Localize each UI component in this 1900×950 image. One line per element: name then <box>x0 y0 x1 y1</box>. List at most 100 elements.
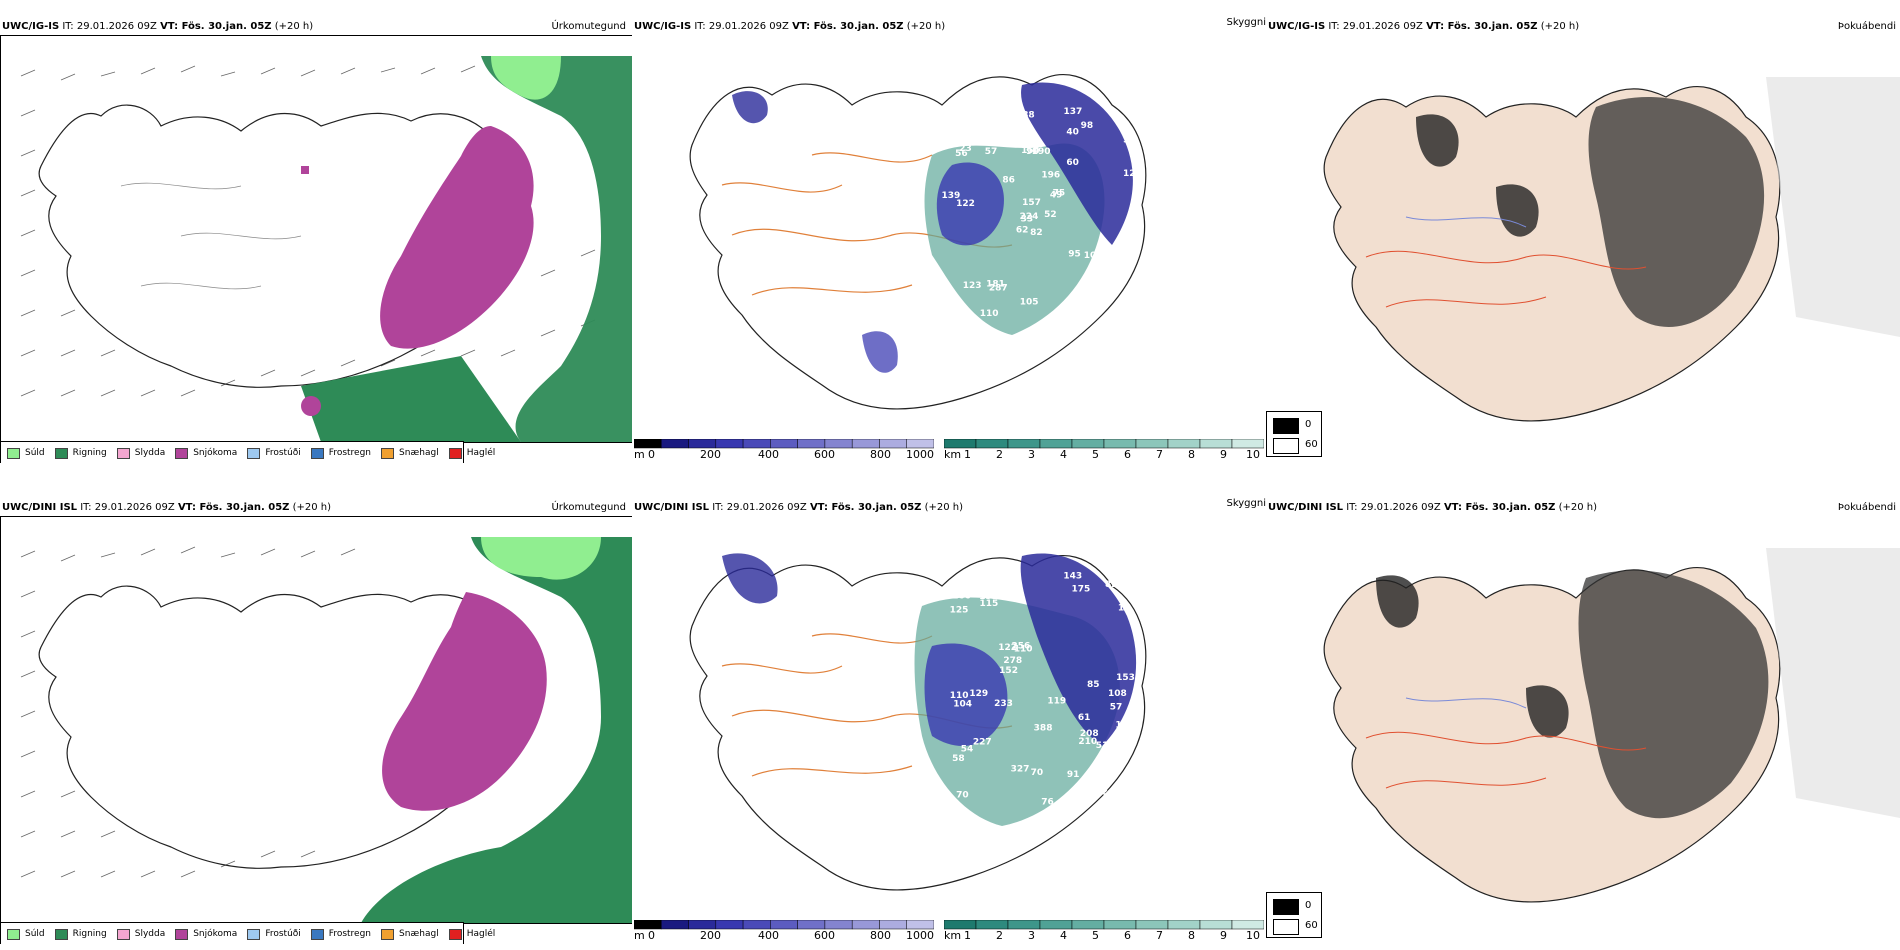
cloud-base-tick-0: 0 <box>648 929 655 942</box>
cloud-base-value-label: 104 <box>953 700 972 710</box>
precip-legend-top: Súld Rigning Slydda Snjókoma Frostúði Fr… <box>0 441 495 463</box>
visibility-unit: km <box>944 448 962 461</box>
panel-title: UWC/IG-IS IT: 29.01.2026 09Z VT: Fös. 30… <box>1268 21 1580 32</box>
cloud-base-value-label: 110 <box>1014 645 1033 655</box>
colorbar-segment <box>1039 439 1073 449</box>
legend-item-slydda: Slydda <box>116 928 165 940</box>
colorbar-segment <box>906 920 934 930</box>
colorbar-segment <box>851 920 880 930</box>
colorbar-segment <box>1231 920 1264 930</box>
cloud-base-value-label: 60 <box>1066 158 1079 168</box>
legend-item-haglel: Haglél <box>448 447 495 459</box>
cloud-base-value-label: 91 <box>1067 770 1080 780</box>
colorbar-segment <box>824 920 853 930</box>
precip-map-top <box>0 35 632 443</box>
visibility-tick-9: 10 <box>1246 929 1260 942</box>
cloud-base-value-label: 388 <box>1034 724 1053 734</box>
fog-panel-top: UWC/IG-IS IT: 29.01.2026 09Z VT: Fös. 30… <box>1266 15 1900 463</box>
cloud-base-value-label: 88 <box>1022 111 1035 121</box>
colorbar-segment <box>906 439 934 449</box>
cloud-base-tick-4: 800 <box>870 448 891 461</box>
visibility-tick-8: 9 <box>1220 929 1227 942</box>
cloud-base-value-label: 266 <box>967 101 986 111</box>
visibility-unit: km <box>944 929 962 942</box>
cloud-base-value-label: 137 <box>1063 107 1082 117</box>
cloud-base-value-label: 57 <box>985 147 998 157</box>
visibility-tick-5: 6 <box>1124 929 1131 942</box>
cloud-base-value-label: 54 <box>961 745 974 755</box>
colorbar-segment <box>634 439 662 449</box>
cloud-base-value-label: 129 <box>969 689 988 699</box>
colorbar-segment <box>1199 920 1233 930</box>
cloud-base-value-label: 125 <box>1123 169 1142 179</box>
cloud-base-value-label: 115 <box>979 599 998 609</box>
cloud-base-value-label: 162 <box>948 320 967 330</box>
precip-map-bottom <box>0 516 632 924</box>
visibility-tick-2: 3 <box>1028 929 1035 942</box>
cloud-base-value-label: 23 <box>959 144 972 154</box>
colorbar-segment <box>1135 439 1169 449</box>
rain-area <box>481 56 632 442</box>
cloud-panel-bottom: UWC/DINI ISL IT: 29.01.2026 09Z VT: Fös.… <box>632 496 1266 944</box>
colorbar-segment <box>879 439 907 449</box>
cloud-base-value-label: 122 <box>998 643 1017 653</box>
panel-title: UWC/IG-IS IT: 29.01.2026 09Z VT: Fös. 30… <box>2 21 314 32</box>
visibility-tick-3: 4 <box>1060 448 1067 461</box>
cloud-base-value-label: 49 <box>1050 191 1063 201</box>
colorbar-segment <box>797 439 826 449</box>
cloud-base-area <box>1021 82 1133 245</box>
cloud-base-value-label: 82 <box>1105 580 1118 590</box>
cloud-base-colorbar-bottom: m 0 200 400 600 800 1000 <box>634 920 934 942</box>
cloud-base-value-label: 181 <box>1053 813 1072 823</box>
cloud-base-value-label: 33 <box>1021 215 1034 225</box>
coastline <box>689 555 1147 891</box>
colorbar-segment <box>661 920 689 930</box>
fog-map-bottom <box>1323 548 1900 903</box>
cloud-base-value-label: 108 <box>1108 689 1127 699</box>
colorbar-segment <box>1039 920 1073 930</box>
visibility-tick-1: 2 <box>996 929 1003 942</box>
roads <box>721 152 1013 296</box>
cloud-base-value-label: 181 <box>986 280 1005 290</box>
cloud-base-value-label: 195 <box>1104 330 1123 340</box>
colorbar-segment <box>824 439 853 449</box>
cloud-base-value-label: 86 <box>1002 176 1015 186</box>
cloud-base-tick-2: 400 <box>758 929 779 942</box>
cloud-base-tick-0: 0 <box>648 448 655 461</box>
visibility-tick-0: 1 <box>964 929 971 942</box>
colorbar-segment <box>975 920 1009 930</box>
cloud-base-value-label: 61 <box>1078 713 1091 723</box>
colorbar-segment <box>879 920 907 930</box>
visibility-tick-2: 3 <box>1028 448 1035 461</box>
cloud-base-value-label: 57 <box>1110 703 1123 713</box>
cloud-base-bar-svg <box>634 920 934 930</box>
colorbar-segment <box>688 439 717 449</box>
fog-panel-label: Þokuábendi <box>1837 21 1896 32</box>
legend-item-snaehagl: Snæhagl <box>381 447 439 459</box>
cloud-base-value-label: 110 <box>980 309 999 319</box>
colorbar-segment <box>742 439 771 449</box>
cloud-base-value-label: 219 <box>1120 330 1139 340</box>
visibility-tick-7: 8 <box>1188 929 1195 942</box>
panel-title: UWC/IG-IS IT: 29.01.2026 09Z VT: Fös. 30… <box>634 21 946 32</box>
visibility-colorbar-top: km 1 2 3 4 5 6 7 8 9 10 <box>944 439 1264 461</box>
fog-legend-value-0: 0 <box>1305 900 1312 911</box>
cloud-base-tick-2: 400 <box>758 448 779 461</box>
cloud-base-value-label: 273 <box>948 308 967 318</box>
colorbar-segment <box>661 439 689 449</box>
cloud-base-value-label: 95 <box>1068 250 1081 260</box>
cloud-base-value-label: 227 <box>973 738 992 748</box>
visibility-tick-6: 7 <box>1156 448 1163 461</box>
colorbar-segment <box>1007 439 1041 449</box>
coastline <box>689 74 1147 410</box>
drizzle-area <box>491 56 561 100</box>
cloud-base-value-label: 98 <box>1081 121 1094 131</box>
cloud-base-value-label: 119 <box>1047 697 1066 707</box>
legend-item-frostregn: Frostregn <box>310 447 371 459</box>
cloud-base-value-label: 143 <box>1063 571 1082 581</box>
cloud-base-value-label: 238 <box>1115 791 1134 801</box>
visibility-tick-6: 7 <box>1156 929 1163 942</box>
cloud-panel-top: UWC/IG-IS IT: 29.01.2026 09Z VT: Fös. 30… <box>632 15 1266 463</box>
fog-panel-bottom: UWC/DINI ISL IT: 29.01.2026 09Z VT: Fös.… <box>1266 496 1900 944</box>
fog-legend-value-0: 0 <box>1305 419 1312 430</box>
